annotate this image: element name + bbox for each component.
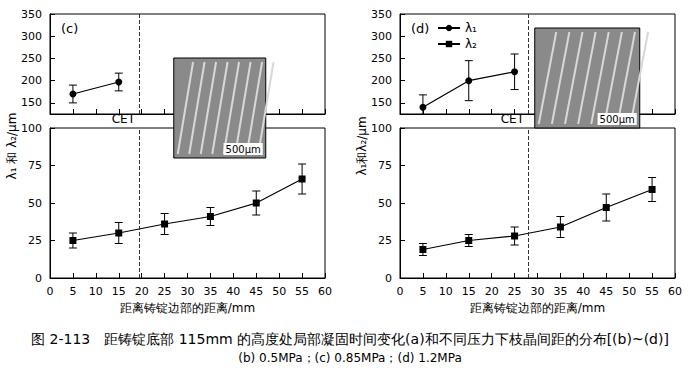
svg-text:25: 25 [508, 285, 522, 298]
svg-text:150: 150 [371, 96, 392, 109]
svg-text:10: 10 [439, 285, 453, 298]
svg-text:5: 5 [419, 285, 426, 298]
svg-text:75: 75 [378, 159, 392, 172]
svg-text:距离铸锭边部的距离/mm: 距离铸锭边部的距离/mm [470, 301, 605, 315]
html-text:(b) 0.5MPa；(c) 0.85MPa；(d) 1.2: (b) 0.5MPa；(c) 0.85MPa；(d) 1.2MPa [238, 351, 462, 365]
svg-text:λ₁ 和 λ₂/μm: λ₁ 和 λ₂/μm [5, 113, 19, 180]
svg-text:距离铸锭边部的距离/mm: 距离铸锭边部的距离/mm [120, 301, 255, 315]
svg-text:0: 0 [397, 285, 404, 298]
svg-text:40: 40 [576, 285, 590, 298]
svg-text:20: 20 [485, 285, 499, 298]
svg-text:60: 60 [318, 285, 332, 298]
svg-text:15: 15 [462, 285, 476, 298]
svg-text:55: 55 [645, 285, 659, 298]
svg-text:500μm: 500μm [600, 114, 635, 125]
svg-text:0: 0 [385, 272, 392, 285]
svg-text:25: 25 [28, 234, 42, 247]
svg-text:50: 50 [378, 197, 392, 210]
html-text:图 2-113 距铸锭底部 115mm 的高度处局部凝固时间: 图 2-113 距铸锭底部 115mm 的高度处局部凝固时间变化(a)和不同压力… [31, 331, 669, 347]
svg-text:35: 35 [553, 285, 567, 298]
svg-text:CET: CET [112, 112, 136, 126]
svg-text:0: 0 [47, 285, 54, 298]
svg-text:50: 50 [272, 285, 286, 298]
svg-text:100: 100 [371, 122, 392, 135]
svg-text:λ₁: λ₁ [465, 21, 477, 35]
svg-text:75: 75 [28, 159, 42, 172]
svg-text:CET: CET [501, 112, 525, 126]
svg-text:λ₁和λ₂/μm: λ₁和λ₂/μm [355, 116, 369, 175]
svg-text:(c): (c) [61, 21, 78, 36]
svg-text:λ₂: λ₂ [465, 37, 477, 51]
svg-text:30: 30 [531, 285, 545, 298]
svg-text:200: 200 [371, 74, 392, 87]
svg-text:(d): (d) [411, 21, 429, 36]
svg-text:30: 30 [181, 285, 195, 298]
svg-text:50: 50 [28, 197, 42, 210]
svg-text:250: 250 [371, 52, 392, 65]
svg-text:45: 45 [599, 285, 613, 298]
svg-text:350: 350 [21, 8, 42, 21]
svg-text:300: 300 [371, 30, 392, 43]
svg-text:150: 150 [21, 96, 42, 109]
svg-text:40: 40 [226, 285, 240, 298]
svg-text:15: 15 [112, 285, 126, 298]
svg-text:100: 100 [21, 122, 42, 135]
svg-text:20: 20 [135, 285, 149, 298]
svg-text:500μm: 500μm [226, 144, 261, 155]
svg-text:35: 35 [203, 285, 217, 298]
svg-text:0: 0 [35, 272, 42, 285]
svg-text:10: 10 [89, 285, 103, 298]
svg-text:25: 25 [378, 234, 392, 247]
svg-text:350: 350 [371, 8, 392, 21]
svg-text:200: 200 [21, 74, 42, 87]
svg-text:55: 55 [295, 285, 309, 298]
svg-text:25: 25 [158, 285, 172, 298]
svg-text:300: 300 [21, 30, 42, 43]
svg-text:250: 250 [21, 52, 42, 65]
svg-text:5: 5 [69, 285, 76, 298]
svg-text:50: 50 [622, 285, 636, 298]
svg-text:45: 45 [249, 285, 263, 298]
svg-text:60: 60 [668, 285, 682, 298]
